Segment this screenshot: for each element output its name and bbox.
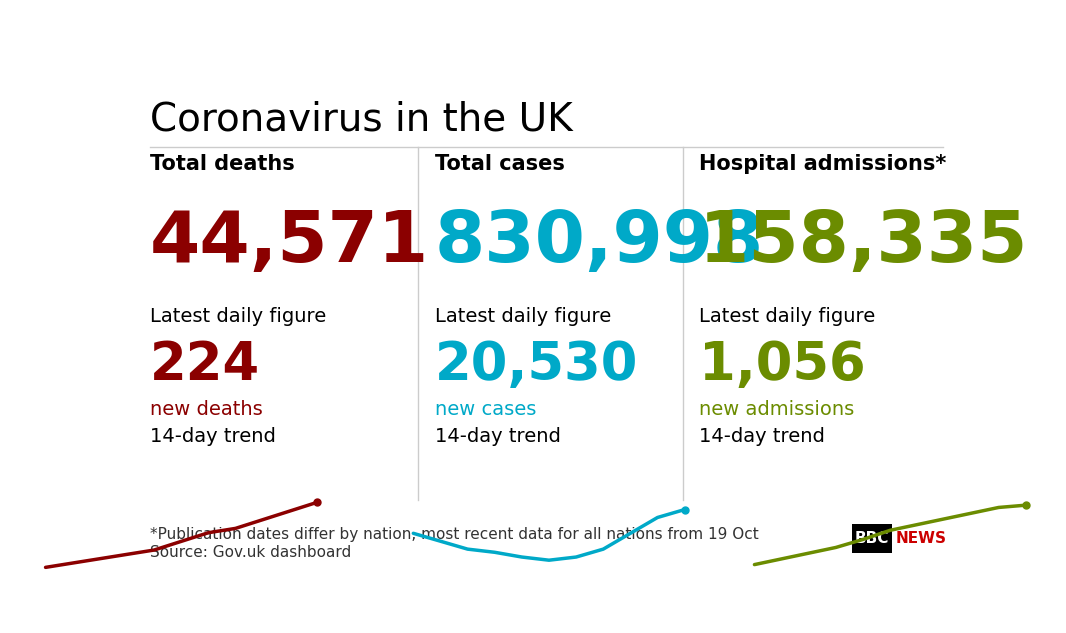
Text: Hospital admissions*: Hospital admissions*: [699, 154, 947, 174]
Text: Source: Gov.uk dashboard: Source: Gov.uk dashboard: [149, 545, 351, 560]
Text: 14-day trend: 14-day trend: [699, 427, 825, 446]
Text: Latest daily figure: Latest daily figure: [699, 308, 875, 327]
Text: new cases: new cases: [435, 400, 536, 419]
Text: 44,571: 44,571: [149, 208, 429, 277]
Text: Latest daily figure: Latest daily figure: [149, 308, 326, 327]
Text: Total cases: Total cases: [435, 154, 565, 174]
Text: 1,056: 1,056: [699, 339, 866, 391]
Text: new admissions: new admissions: [699, 400, 855, 419]
Text: Total deaths: Total deaths: [149, 154, 294, 174]
Text: Coronavirus in the UK: Coronavirus in the UK: [149, 101, 572, 139]
Text: 20,530: 20,530: [435, 339, 639, 391]
Text: BBC: BBC: [855, 531, 889, 546]
FancyBboxPatch shape: [852, 524, 891, 553]
Text: new deaths: new deaths: [149, 400, 262, 419]
Text: NEWS: NEWS: [895, 531, 947, 546]
Text: Latest daily figure: Latest daily figure: [435, 308, 611, 327]
Text: 830,998: 830,998: [435, 208, 764, 277]
Text: *Publication dates differ by nation, most recent data for all nations from 19 Oc: *Publication dates differ by nation, mos…: [149, 527, 759, 542]
Text: 224: 224: [149, 339, 260, 391]
Text: 14-day trend: 14-day trend: [435, 427, 561, 446]
Text: 14-day trend: 14-day trend: [149, 427, 276, 446]
Text: 158,335: 158,335: [699, 208, 1029, 277]
